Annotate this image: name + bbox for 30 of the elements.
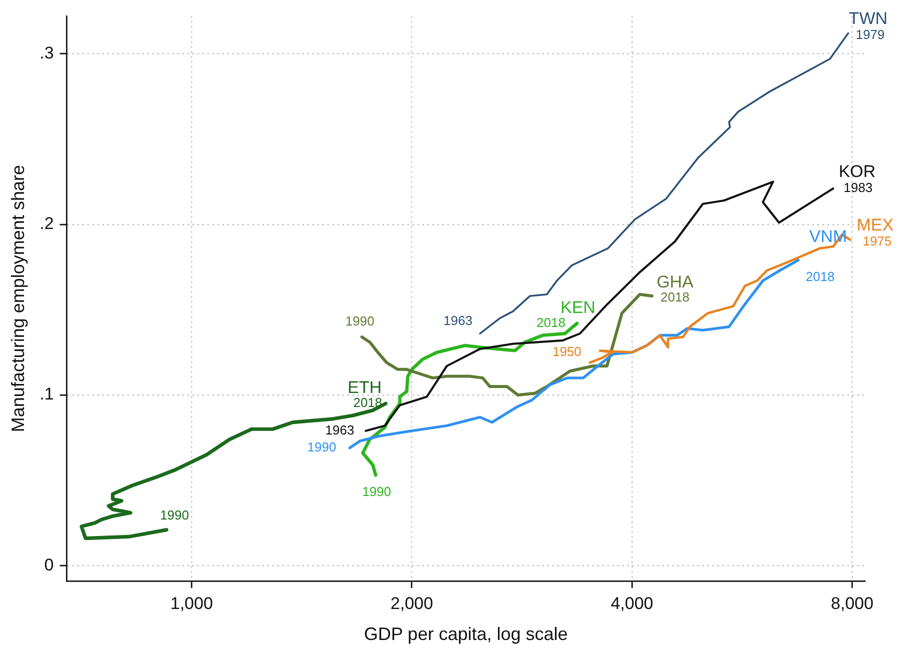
- series-label: KOR: [838, 162, 876, 182]
- annotation: 1950: [552, 344, 582, 360]
- y-tick-label: 0: [44, 555, 54, 574]
- annotation: 1963: [444, 313, 472, 328]
- x-tick-label: 2,000: [390, 594, 434, 613]
- series-label: KEN: [560, 298, 596, 318]
- annotation: 1990: [345, 314, 374, 329]
- series-label: ETH: [348, 378, 382, 398]
- annotation: 1979: [856, 26, 885, 42]
- annotation: 1990: [362, 484, 392, 499]
- y-tick-label: .3: [40, 43, 54, 62]
- annotation: 2018: [806, 268, 835, 284]
- annotation: 1963: [325, 422, 354, 438]
- annotation: 1990: [160, 507, 189, 522]
- y-tick-label: .2: [40, 214, 54, 234]
- series-label: GHA: [656, 272, 694, 292]
- series-label: MEX: [856, 215, 894, 234]
- y-tick-label: .1: [40, 384, 54, 404]
- annotation: 1983: [844, 180, 873, 196]
- x-tick-label: 4,000: [610, 594, 654, 613]
- series-label: VNM: [809, 226, 848, 246]
- annotation: 2018: [660, 290, 690, 305]
- annotation: 1975: [862, 233, 892, 248]
- x-axis-title: GDP per capita, log scale: [364, 624, 568, 644]
- annotation: 2018: [536, 314, 566, 330]
- y-axis-title: Manufacturing employment share: [8, 165, 28, 432]
- x-tick-label: 1,000: [170, 594, 213, 613]
- x-tick-label: 8,000: [830, 594, 874, 613]
- series-label: TWN: [848, 8, 888, 28]
- annotation: 1990: [307, 439, 336, 454]
